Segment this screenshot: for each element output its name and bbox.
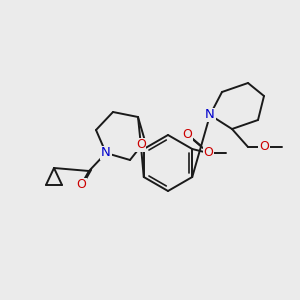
Text: O: O [136,139,146,152]
Text: O: O [76,178,86,191]
Text: O: O [259,140,269,154]
Text: O: O [182,128,192,140]
Text: O: O [203,146,213,160]
Text: N: N [205,109,215,122]
Text: N: N [101,146,111,160]
